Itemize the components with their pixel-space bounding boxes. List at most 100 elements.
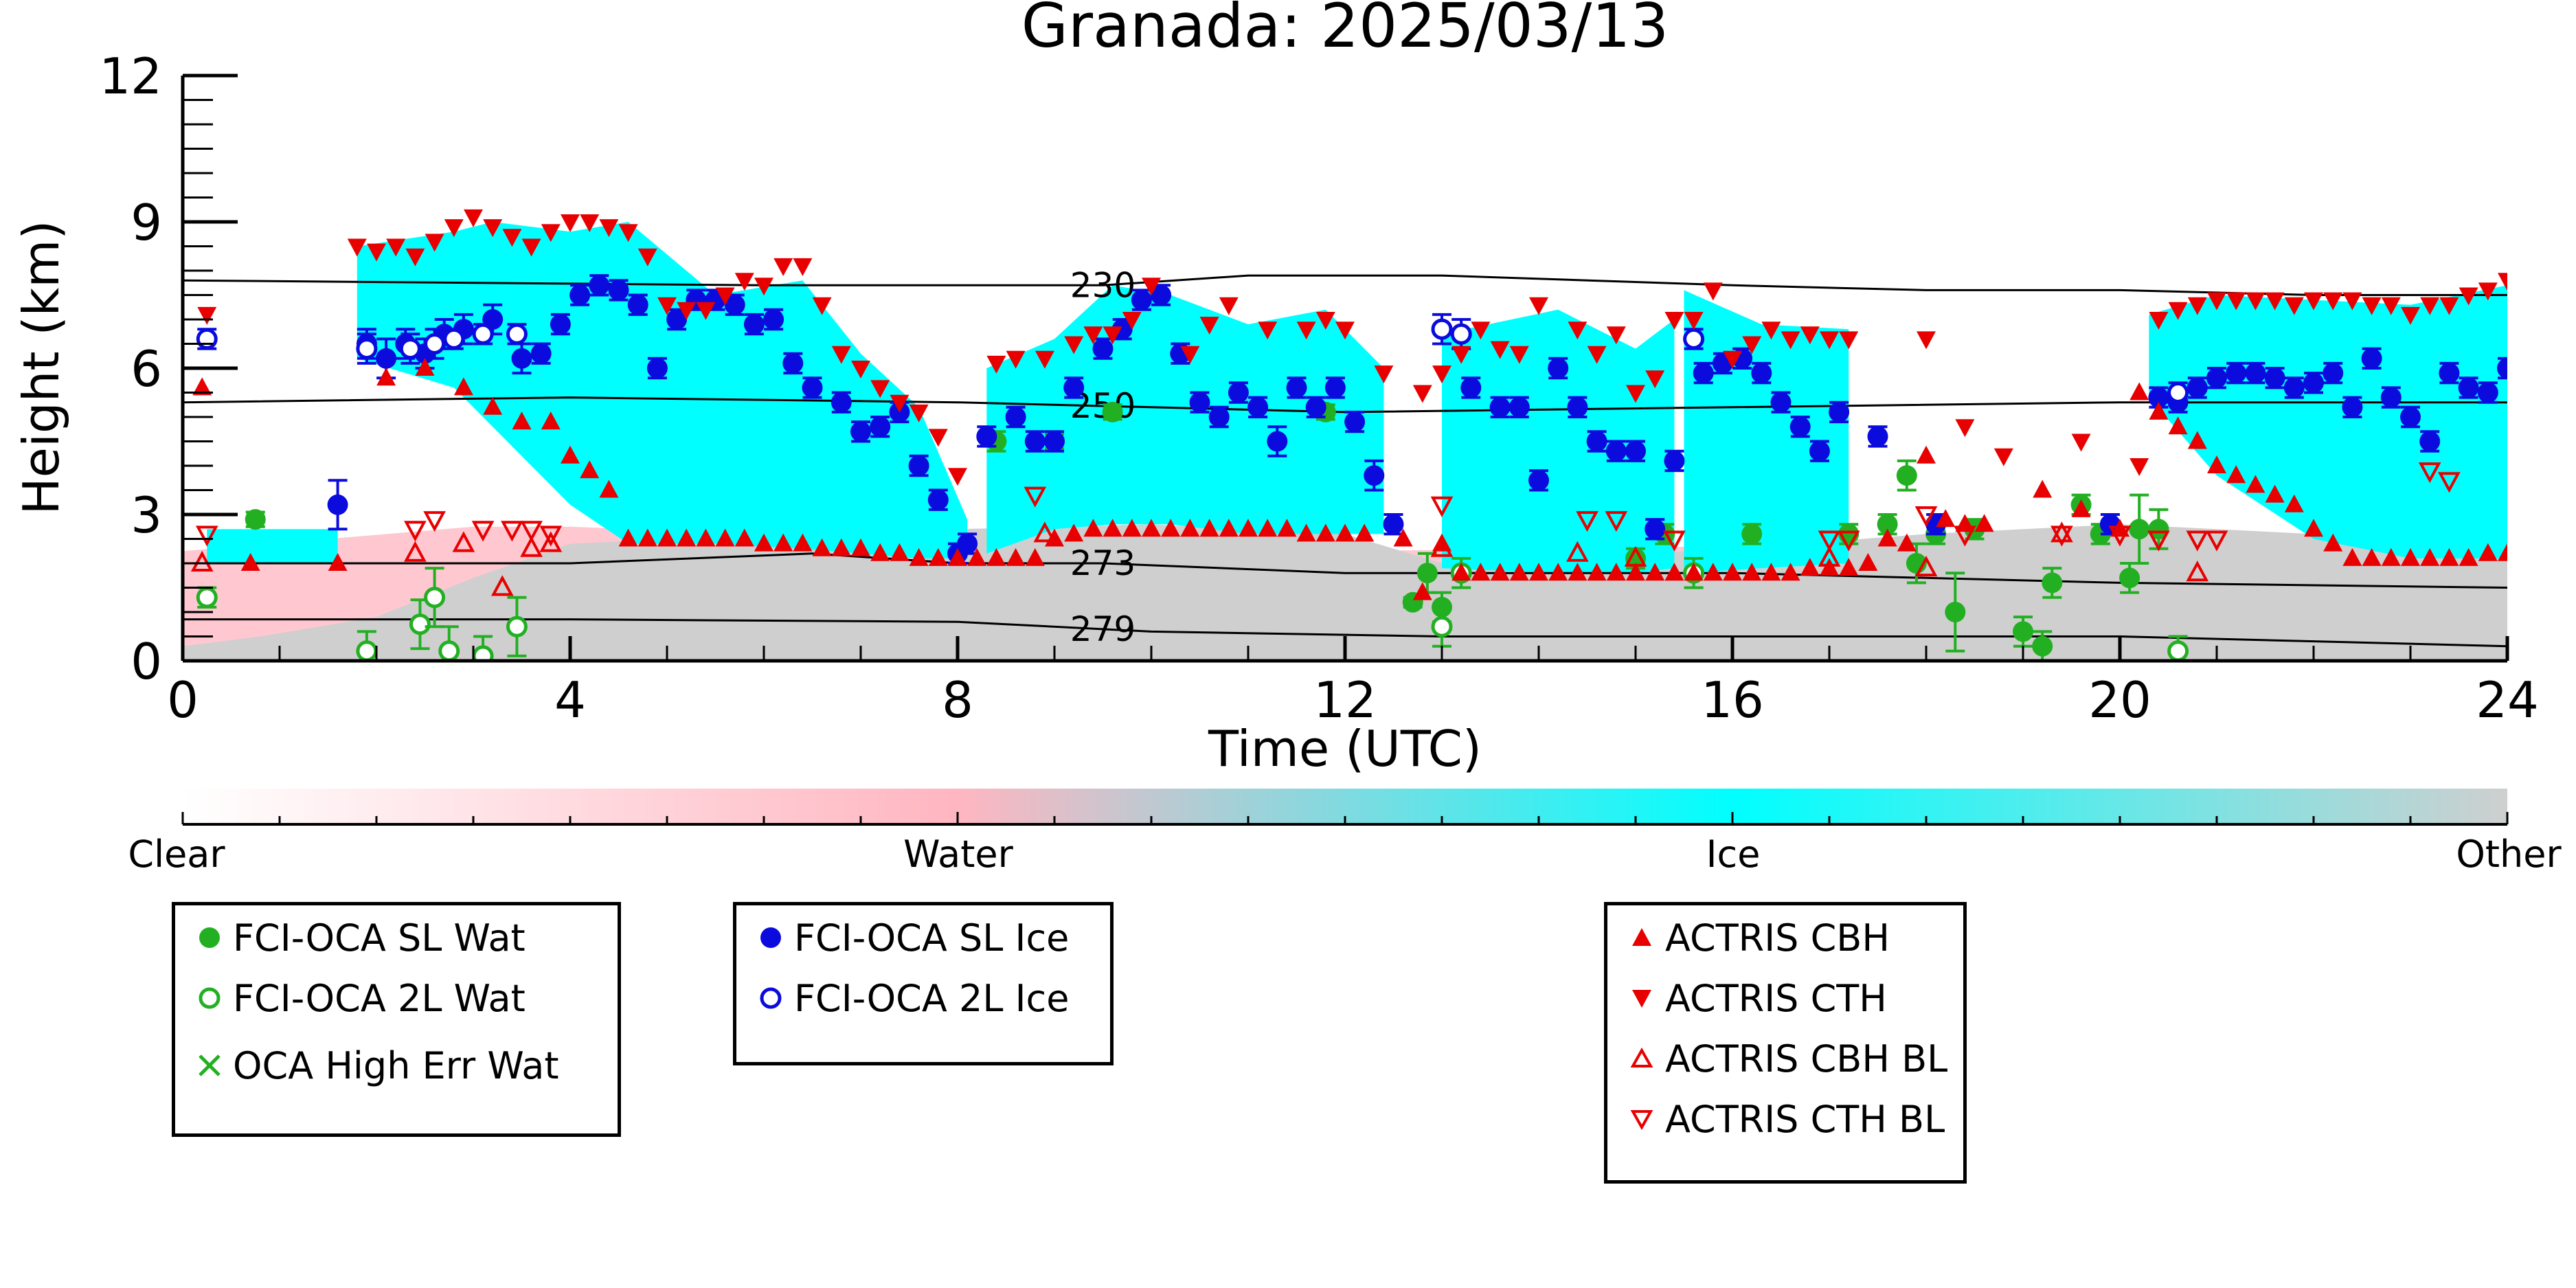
data-point — [1044, 431, 1065, 452]
y-axis-label: Height (km) — [12, 221, 70, 515]
data-point — [1451, 346, 1471, 364]
data-point — [657, 528, 677, 547]
data-point — [2362, 297, 2382, 315]
data-point — [376, 368, 396, 386]
data-point — [2187, 431, 2207, 449]
data-point — [2419, 431, 2441, 452]
data-point — [2071, 499, 2091, 517]
legend-label: ACTRIS CBH — [1665, 916, 1890, 960]
data-point — [1529, 297, 1548, 315]
data-point — [1548, 358, 1569, 379]
data-point — [2342, 292, 2362, 310]
colorbar-label-ice: Ice — [1706, 833, 1761, 876]
data-point — [1064, 523, 1084, 542]
data-point — [986, 547, 1006, 566]
data-point — [2148, 387, 2169, 408]
x-tick-label: 0 — [167, 671, 199, 729]
data-point — [2042, 572, 2063, 594]
data-point — [580, 214, 600, 232]
data-point — [1364, 465, 1385, 486]
data-point — [539, 531, 563, 552]
data-point — [793, 533, 813, 552]
x-cross-icon — [189, 1045, 230, 1086]
data-point — [1006, 350, 1026, 369]
data-point — [1450, 323, 1472, 345]
data-point — [1917, 331, 1936, 350]
data-point — [1296, 321, 1316, 340]
data-point — [1151, 284, 1172, 306]
data-point — [1936, 509, 1956, 528]
data-point — [1103, 519, 1122, 537]
data-point — [190, 550, 214, 572]
data-point — [1800, 326, 1820, 345]
data-point — [1335, 523, 1355, 542]
data-point — [812, 297, 832, 315]
data-point — [1955, 419, 1975, 438]
data-point — [423, 511, 446, 532]
data-point — [196, 587, 218, 609]
data-point — [1324, 377, 1346, 398]
data-point — [580, 460, 600, 479]
data-point — [520, 536, 543, 557]
data-point — [1663, 530, 1686, 552]
legend-item-cth: ACTRIS CTH — [1607, 967, 1887, 1029]
data-point — [1122, 312, 1142, 330]
data-point — [2284, 494, 2304, 512]
legend-label: FCI-OCA SL Wat — [233, 916, 526, 960]
data-point — [1005, 407, 1026, 427]
data-point — [2401, 547, 2420, 566]
legend-item-cth-bl: ACTRIS CTH BL — [1607, 1088, 1945, 1150]
data-point — [2381, 297, 2401, 315]
data-point — [627, 294, 648, 315]
data-point — [1247, 396, 1269, 418]
data-point — [1837, 530, 1860, 552]
data-point — [2168, 302, 2188, 320]
data-point — [367, 243, 386, 262]
data-point — [2265, 484, 2285, 503]
data-point — [409, 613, 431, 635]
data-point — [541, 224, 561, 242]
ice-class-region — [357, 222, 968, 558]
data-point — [425, 234, 444, 252]
data-point — [2147, 530, 2170, 552]
data-point — [2400, 407, 2421, 427]
triangle-down-open-icon — [1621, 1098, 1662, 1140]
data-point — [599, 479, 619, 498]
axes: 0 3 6 9 12 0 4 8 12 16 20 24 — [99, 47, 2538, 729]
data-point — [734, 273, 754, 291]
data-point — [1809, 440, 1830, 462]
data-point — [957, 533, 978, 554]
data-point — [850, 421, 871, 442]
data-point — [561, 214, 580, 232]
data-point — [870, 543, 890, 561]
triangle-up-open-icon — [1621, 1038, 1662, 1079]
legend-water: FCI-OCA SL Wat FCI-OCA 2L Wat OCA High E… — [172, 902, 621, 1137]
data-point — [192, 377, 212, 396]
data-point — [1509, 563, 1529, 581]
data-point — [1083, 519, 1103, 537]
data-point — [520, 521, 543, 542]
data-point — [637, 528, 657, 547]
data-point — [773, 533, 793, 552]
data-point — [245, 509, 266, 530]
data-point — [1460, 377, 1482, 398]
data-point — [870, 380, 890, 398]
data-point — [2361, 348, 2382, 369]
data-point — [1839, 558, 1859, 576]
data-point — [1703, 563, 1723, 581]
isotherm-label: 273 — [1070, 543, 1136, 583]
data-point — [1742, 563, 1762, 581]
data-point — [2459, 287, 2478, 306]
data-point — [1315, 523, 1335, 542]
data-point — [550, 314, 571, 335]
data-point — [618, 224, 638, 242]
data-point — [2304, 519, 2323, 537]
data-point — [1993, 448, 2013, 466]
data-point — [1412, 385, 1432, 403]
data-point — [399, 338, 421, 360]
data-point — [195, 526, 218, 547]
data-point — [2380, 387, 2402, 408]
data-point — [1489, 396, 1511, 418]
data-point — [1605, 440, 1627, 462]
